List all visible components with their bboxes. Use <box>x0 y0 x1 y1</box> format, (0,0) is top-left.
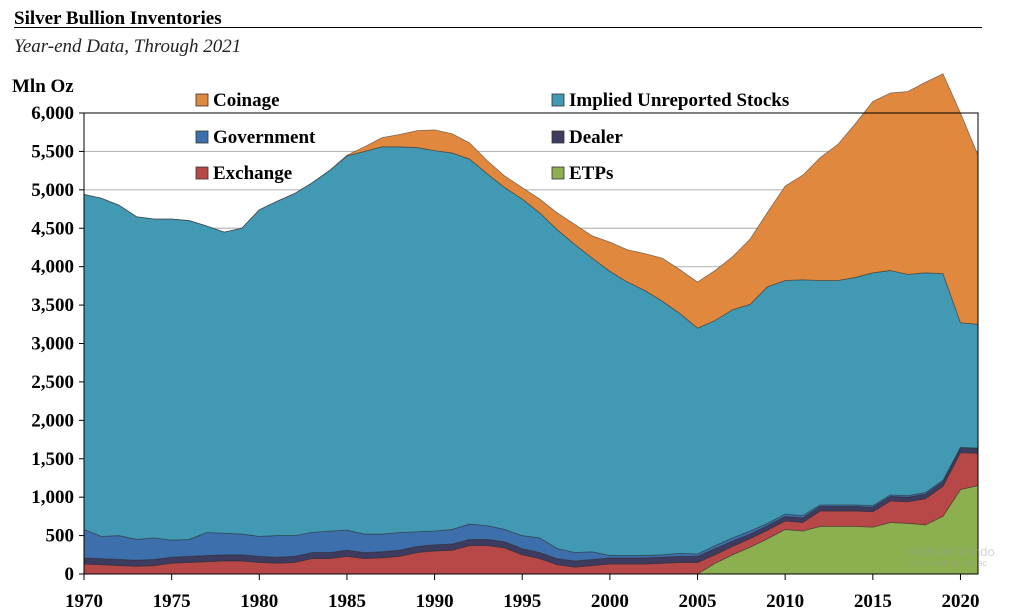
y-tick-label: 2,500 <box>31 372 74 393</box>
x-tick-label: 1985 <box>328 591 366 611</box>
legend-label-implied-unreported-stocks: Implied Unreported Stocks <box>569 90 789 111</box>
legend-swatch-coinage <box>195 93 209 107</box>
stacked-areas <box>83 73 979 575</box>
watermark-line-1: Activate Windo <box>908 544 995 559</box>
y-tick-label: 4,000 <box>31 257 74 278</box>
legend-swatch-exchange <box>195 166 209 180</box>
legend-label-government: Government <box>213 127 316 148</box>
y-tick-label: 1,000 <box>31 487 74 508</box>
legend-swatch-government <box>195 130 209 144</box>
x-tick-label: 1970 <box>65 591 103 611</box>
activation-watermark: Activate Windo Go to Settings to ac <box>908 545 995 568</box>
y-tick-label: 3,000 <box>31 334 74 355</box>
y-tick-label: 1,500 <box>31 449 74 470</box>
x-tick-label: 2015 <box>854 591 892 611</box>
x-tick-label: 2020 <box>941 591 979 611</box>
y-tick-label: 4,500 <box>31 218 74 239</box>
y-tick-label: 0 <box>65 564 75 585</box>
legend-swatch-implied-unreported-stocks <box>551 93 565 107</box>
y-tick-label: 2,000 <box>31 410 74 431</box>
x-tick-label: 1980 <box>240 591 278 611</box>
chart-subtitle: Year-end Data, Through 2021 <box>14 36 242 57</box>
y-axis-unit-label: Mln Oz <box>12 76 74 97</box>
legend: Coinage Implied Unreported Stocks Governme… <box>195 90 789 184</box>
legend-label-dealer: Dealer <box>569 127 623 148</box>
y-tick-label: 500 <box>46 526 75 547</box>
legend-label-coinage: Coinage <box>213 90 280 111</box>
x-tick-label: 1995 <box>503 591 541 611</box>
x-tick-label: 2010 <box>766 591 804 611</box>
y-tick-label: 5,000 <box>31 180 74 201</box>
legend-swatch-dealer <box>551 130 565 144</box>
x-tick-label: 1990 <box>416 591 454 611</box>
x-tick-label: 1975 <box>153 591 191 611</box>
watermark-line-2: Go to Settings to ac <box>908 557 988 568</box>
chart-title: Silver Bullion Inventories <box>14 8 222 29</box>
y-tick-label: 6,000 <box>31 103 74 124</box>
x-tick-label: 2000 <box>591 591 629 611</box>
axes: 0 500 1,000 1,500 2,000 2,500 3,000 3,500 4,000 4… <box>31 103 979 611</box>
y-tick-label: 3,500 <box>31 295 74 316</box>
legend-swatch-etps <box>551 166 565 180</box>
y-tick-label: 5,500 <box>31 141 74 162</box>
legend-label-exchange: Exchange <box>213 163 292 184</box>
x-tick-label: 2005 <box>679 591 717 611</box>
legend-label-etps: ETPs <box>569 163 613 184</box>
title-rule <box>14 27 982 28</box>
